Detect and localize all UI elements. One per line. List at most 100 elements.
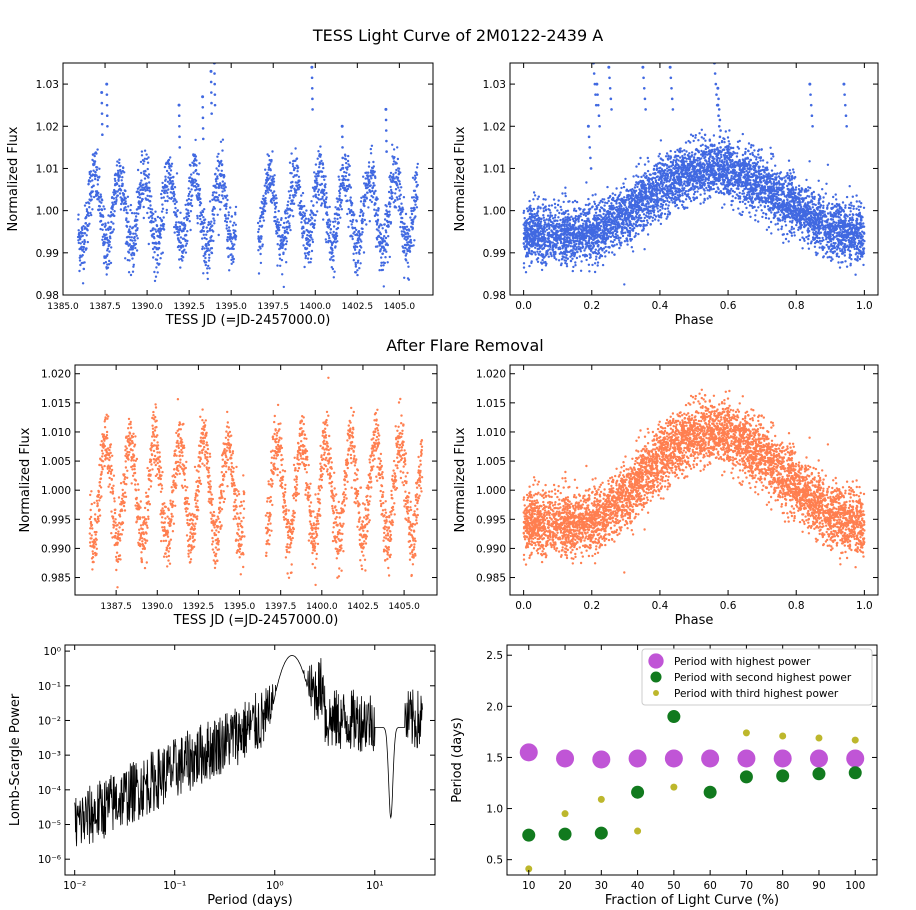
flare-point	[101, 133, 104, 137]
data-point	[620, 207, 623, 211]
data-point	[373, 208, 376, 211]
data-point	[291, 165, 295, 168]
data-point	[294, 147, 297, 150]
data-point	[120, 200, 124, 203]
data-point	[379, 236, 383, 240]
data-point	[157, 246, 161, 250]
data-point	[414, 203, 417, 206]
data-point	[595, 255, 598, 258]
data-point	[81, 282, 85, 285]
data-point	[657, 155, 660, 158]
data-point	[351, 218, 355, 222]
data-point	[408, 229, 411, 232]
data-point	[107, 263, 111, 266]
data-point	[384, 256, 387, 259]
data-point	[275, 230, 278, 233]
data-point	[554, 250, 557, 254]
data-point	[623, 240, 627, 243]
data-point	[96, 178, 100, 182]
data-point	[584, 239, 587, 242]
data-point	[826, 212, 830, 215]
data-point	[153, 270, 156, 274]
data-point	[397, 209, 400, 212]
data-point	[596, 264, 599, 267]
data-point	[545, 228, 549, 231]
data-point	[230, 258, 233, 262]
data-point	[787, 240, 790, 243]
data-point	[140, 171, 143, 175]
data-point	[173, 186, 177, 189]
data-point	[806, 242, 810, 245]
data-point	[189, 228, 192, 232]
data-point	[308, 250, 311, 254]
data-point	[168, 167, 171, 170]
data-point	[262, 194, 265, 198]
data-point	[232, 257, 235, 261]
data-point	[169, 169, 173, 172]
data-point	[760, 172, 763, 176]
data-point	[394, 171, 397, 174]
data-point	[332, 259, 335, 262]
data-point	[537, 205, 540, 208]
data-point	[601, 200, 604, 204]
data-point	[150, 195, 153, 198]
flare-point	[105, 93, 109, 96]
data-point	[212, 239, 215, 243]
data-point	[198, 192, 201, 196]
data-point	[142, 205, 145, 209]
data-point	[392, 175, 395, 178]
data-point	[729, 192, 732, 195]
data-point	[657, 219, 660, 222]
data-point	[365, 223, 368, 226]
data-point	[266, 189, 269, 192]
data-point	[257, 230, 260, 234]
data-point	[408, 235, 412, 238]
data-point	[169, 173, 172, 176]
data-point	[292, 215, 295, 218]
data-point	[787, 212, 790, 215]
data-point	[599, 214, 602, 217]
data-point	[297, 204, 300, 207]
data-point	[387, 215, 390, 218]
data-point	[402, 196, 406, 199]
data-point	[737, 207, 740, 210]
data-point	[367, 171, 370, 174]
data-point	[120, 197, 124, 200]
data-point	[537, 252, 540, 255]
data-point	[196, 217, 199, 220]
data-point	[88, 222, 91, 225]
data-point	[193, 181, 196, 184]
data-point	[208, 267, 211, 270]
data-point	[779, 171, 783, 174]
data-point	[119, 189, 123, 192]
data-point	[208, 227, 212, 230]
data-point	[156, 271, 159, 274]
data-point	[369, 190, 372, 194]
data-point	[177, 233, 181, 236]
data-point	[105, 233, 108, 236]
data-point	[601, 263, 605, 267]
data-point	[860, 202, 863, 205]
data-point	[730, 174, 733, 178]
data-point	[626, 230, 629, 233]
data-point	[789, 230, 792, 234]
data-point	[772, 180, 776, 184]
data-point	[217, 169, 220, 172]
data-point	[625, 223, 628, 226]
flare-point	[310, 76, 314, 80]
data-point	[678, 166, 681, 170]
data-point	[744, 147, 747, 151]
data-point	[388, 255, 391, 259]
data-point	[221, 194, 224, 197]
data-point	[339, 205, 342, 208]
data-point	[225, 205, 228, 208]
data-point	[522, 266, 526, 269]
data-point	[174, 198, 177, 202]
data-point	[201, 245, 204, 248]
data-point	[392, 148, 396, 151]
data-point	[344, 187, 347, 190]
data-point	[182, 222, 186, 225]
data-point	[560, 212, 564, 215]
data-point	[523, 229, 527, 232]
data-point	[308, 239, 311, 242]
